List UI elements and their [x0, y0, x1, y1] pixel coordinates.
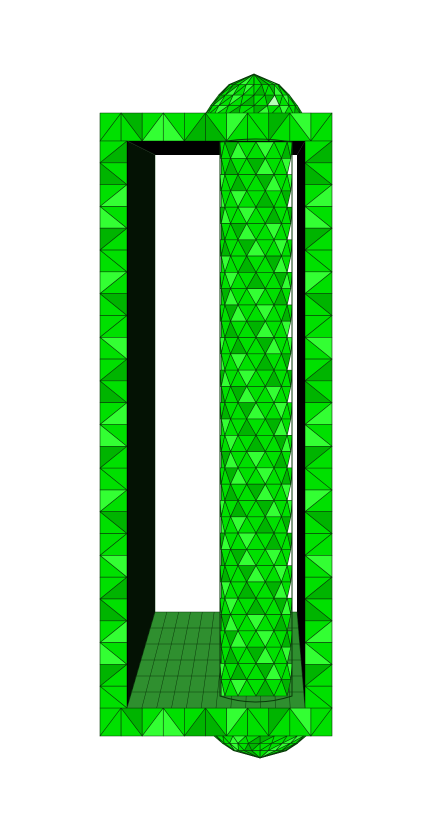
frame-triangle: [304, 336, 333, 360]
frame-triangle: [304, 249, 333, 273]
rod-triangle: [273, 679, 288, 697]
rod-triangle: [220, 679, 226, 697]
frame-triangle: [304, 685, 333, 709]
rod-triangle: [237, 679, 257, 697]
frame-triangle: [304, 511, 333, 534]
frame-triangle: [304, 598, 333, 622]
frame-triangle: [310, 707, 333, 737]
frame-triangle: [304, 642, 333, 665]
frame-triangle: [304, 206, 333, 229]
rod-triangle: [255, 679, 275, 697]
rectangular-frame-mesh: [99, 112, 333, 737]
rod-bottom-cap: [213, 735, 307, 759]
cap-triangle: [234, 750, 261, 759]
vertical-rod-mesh: [219, 138, 293, 703]
frame-triangle: [304, 380, 333, 403]
rod-triangle: [224, 679, 239, 697]
frame-triangle: [304, 293, 333, 316]
frame-triangle: [304, 424, 333, 447]
rod-outline: [219, 138, 293, 703]
frame-triangle: [304, 162, 333, 185]
frame-triangle: [304, 467, 333, 491]
rod-top-cap: [203, 73, 305, 117]
right-inner-wall: [297, 141, 305, 708]
cap-triangle: [253, 73, 279, 85]
frame-triangle: [304, 555, 333, 578]
